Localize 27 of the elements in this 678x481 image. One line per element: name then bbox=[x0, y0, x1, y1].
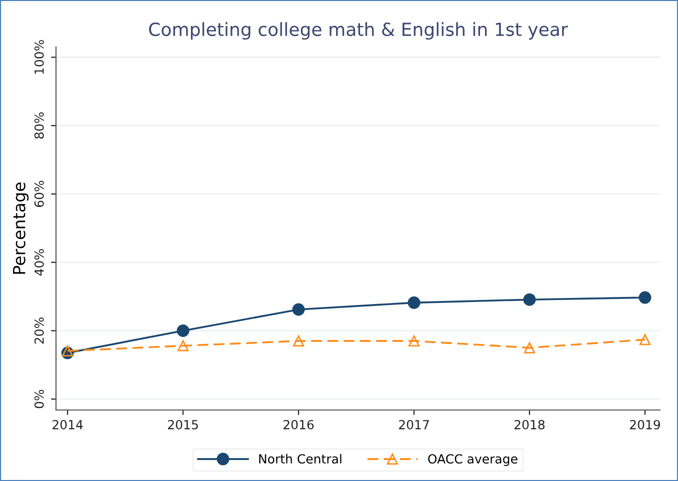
point bbox=[523, 293, 536, 306]
legend-label: North Central bbox=[259, 454, 342, 464]
point bbox=[62, 345, 74, 356]
x-tick-label: 2015 bbox=[168, 420, 198, 430]
point bbox=[177, 340, 189, 352]
x-tick-label: 2017 bbox=[399, 420, 429, 430]
y-tick-label: 60% bbox=[34, 180, 44, 207]
chart-title: Completing college math & English in 1st year bbox=[149, 22, 568, 40]
point bbox=[292, 335, 304, 347]
x-tick-label: 2019 bbox=[630, 420, 660, 430]
y-tick-label: 40% bbox=[34, 249, 44, 276]
x-tick-label: 2018 bbox=[514, 420, 545, 430]
y-tick-label: 100% bbox=[34, 40, 44, 74]
point bbox=[408, 335, 420, 347]
point bbox=[408, 296, 420, 309]
point bbox=[292, 303, 305, 316]
x-tick-label: 2014 bbox=[52, 420, 83, 430]
x-tick-label: 2016 bbox=[284, 420, 314, 430]
y-tick-label: 20% bbox=[34, 318, 44, 344]
point bbox=[639, 334, 651, 346]
y-tick-label: 80% bbox=[34, 112, 44, 139]
point bbox=[638, 291, 652, 304]
point bbox=[176, 324, 190, 337]
y-axis-title: Percentage bbox=[13, 182, 29, 274]
point bbox=[524, 342, 536, 354]
y-tick-label: 0% bbox=[34, 390, 44, 408]
legend-label: OACC average bbox=[428, 454, 518, 466]
